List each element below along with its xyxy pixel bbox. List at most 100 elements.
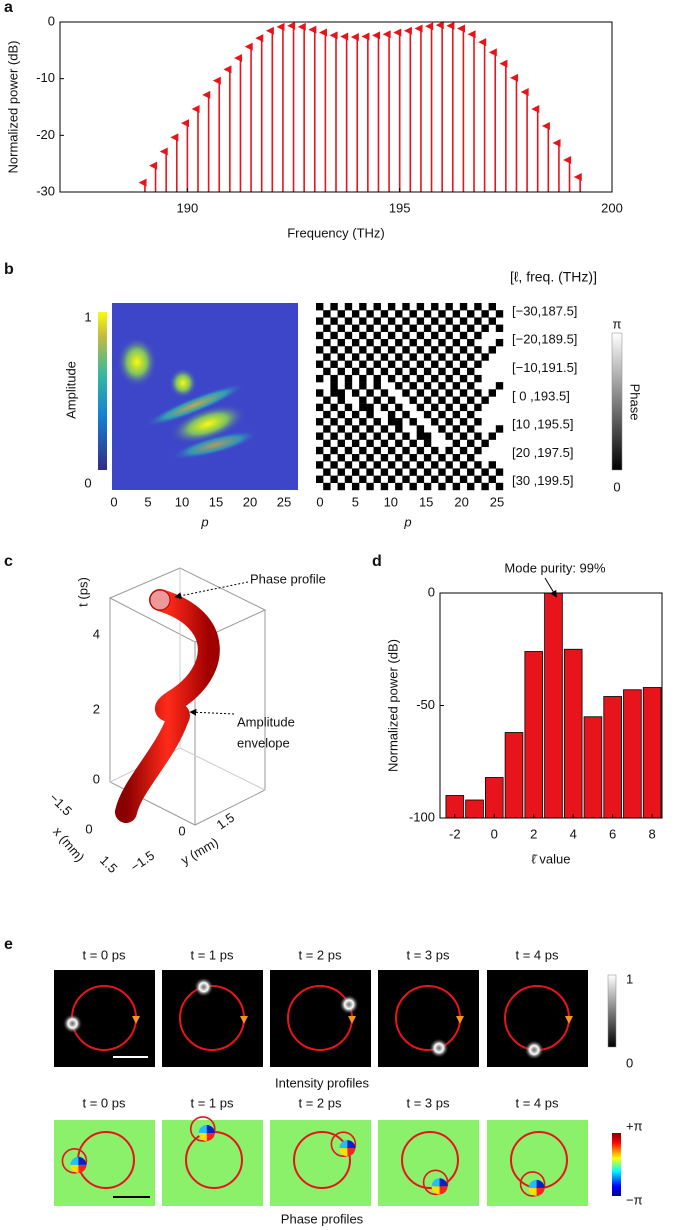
phase-cell: [481, 396, 489, 404]
box-3d: [108, 567, 267, 826]
phase-cell: [438, 482, 446, 491]
colorbar-label: 1: [84, 309, 91, 324]
phase-cell: [359, 331, 367, 340]
phase-cell: [438, 454, 446, 462]
phase-cell: [402, 410, 410, 419]
phase-cell: [395, 324, 403, 332]
frame-title: t = 4 ps: [516, 947, 559, 962]
phase-wedge: [70, 1164, 79, 1173]
phase-cell: [467, 425, 475, 433]
phase-cell: [416, 432, 425, 440]
colorbar-label: 0: [84, 475, 91, 490]
x-tick-label: 10: [384, 494, 398, 509]
phase-cell: [344, 432, 353, 440]
phase-cell: [395, 439, 403, 448]
phase-cell: [366, 324, 374, 332]
phase-cell: [416, 360, 425, 368]
phase-cell: [474, 446, 482, 455]
phase-frame: [270, 1120, 371, 1206]
x-tick-label: 2: [530, 826, 537, 841]
phase-cell: [409, 324, 417, 332]
phase-cell: [380, 338, 389, 347]
intensity-spot: [62, 1013, 83, 1034]
x-axis-title: p: [403, 514, 411, 529]
direction-arrow: [348, 1016, 356, 1024]
phase-cell: [387, 410, 396, 419]
phase-cell: [474, 360, 482, 368]
phase-cell: [373, 346, 381, 354]
phase-cell: [380, 324, 389, 332]
x-tick-label: −1.5: [46, 790, 75, 819]
phase-cell: [452, 367, 461, 376]
phase-cell: [366, 338, 374, 347]
phase-cell: [359, 446, 367, 455]
phase-cell: [416, 475, 425, 484]
phase-cell: [438, 382, 446, 390]
phase-cell: [495, 468, 504, 476]
phase-cell: [423, 396, 432, 404]
phase-cell: [395, 310, 403, 318]
phase-cell: [373, 461, 381, 469]
phase-cell: [323, 367, 331, 376]
phase-cell: [452, 468, 461, 476]
phase-cell: [452, 382, 461, 390]
phase-cell: [351, 389, 360, 397]
phase-cell: [452, 396, 461, 404]
row-label: [−10,191.5]: [512, 360, 577, 375]
phase-cell: [416, 317, 425, 325]
phase-wedge: [347, 1140, 356, 1149]
phase-wedge: [206, 1124, 215, 1133]
phase-cell: [316, 317, 324, 325]
phase-cell: [351, 338, 360, 347]
amplitude-map: [112, 303, 298, 490]
caption: Phase profiles: [281, 1211, 364, 1226]
phase-cell: [330, 475, 338, 484]
phase-colorbar: [612, 1133, 621, 1196]
x-axis-title: p: [200, 514, 208, 529]
x-tick-label: 25: [490, 494, 504, 509]
phase-cell: [387, 461, 396, 469]
phase-cell: [445, 389, 453, 397]
phase-cell: [416, 461, 425, 469]
bar: [504, 732, 524, 819]
phase-cell: [402, 461, 410, 469]
annotation: Mode purity: 99%: [504, 560, 606, 575]
phase-cell: [359, 461, 367, 469]
t-tick-label: 0: [93, 771, 100, 786]
phase-cell: [351, 353, 360, 361]
phase-cell: [402, 360, 410, 368]
panel-label: b: [4, 261, 14, 278]
phase-cell: [351, 310, 360, 318]
y-axis-title: Normalized power (dB): [385, 639, 400, 772]
t-tick-label: 4: [93, 626, 100, 641]
bar: [524, 651, 544, 819]
phase-cell: [380, 454, 389, 462]
phase-wedge: [78, 1164, 87, 1173]
phase-cell: [423, 324, 432, 332]
phase-cell: [495, 310, 504, 318]
direction-arrow: [456, 1016, 464, 1024]
x-tick-label: 6: [609, 826, 616, 841]
pulse-tube: [115, 589, 220, 823]
phase-cell: [330, 446, 338, 455]
phase-cell: [387, 374, 396, 383]
phase-cell: [387, 331, 396, 340]
phase-cell: [316, 331, 324, 340]
phase-cell: [330, 374, 338, 383]
phase-cell: [459, 360, 468, 368]
phase-cell: [373, 418, 381, 426]
phase-cell: [380, 425, 389, 433]
phase-cell: [416, 346, 425, 354]
colorbar-title: Amplitude: [63, 361, 78, 419]
intensity-spot: [524, 1039, 545, 1060]
phase-cell: [467, 367, 475, 376]
phase-cell: [344, 403, 353, 412]
x-tick-label: 20: [243, 494, 257, 509]
phase-cell: [495, 425, 504, 433]
frame-title: t = 1 ps: [191, 947, 234, 962]
phase-cell: [380, 482, 389, 491]
phase-cell: [387, 317, 396, 325]
phase-cell: [488, 389, 497, 397]
intensity-colorbar: [607, 974, 617, 1048]
phase-cell: [423, 367, 432, 376]
